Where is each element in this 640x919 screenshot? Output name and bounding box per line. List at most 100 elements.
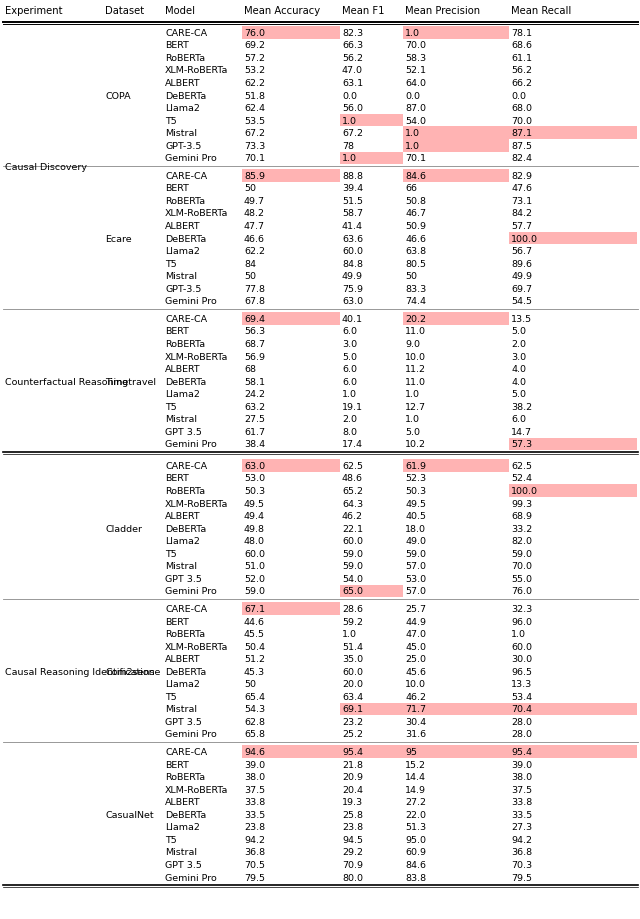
Text: 65.0: 65.0 [342, 587, 363, 596]
Text: 85.9: 85.9 [244, 172, 265, 181]
Text: 5.0: 5.0 [342, 352, 357, 361]
Text: 39.0: 39.0 [244, 760, 265, 768]
Text: BERT: BERT [165, 327, 189, 336]
Text: 17.4: 17.4 [342, 440, 363, 448]
Text: 80.5: 80.5 [405, 259, 426, 268]
Text: GPT 3.5: GPT 3.5 [165, 427, 202, 437]
Text: XLM-RoBERTa: XLM-RoBERTa [165, 785, 228, 794]
Text: 68: 68 [244, 365, 256, 374]
Text: 63.1: 63.1 [342, 79, 363, 88]
Text: 74.4: 74.4 [405, 297, 426, 306]
Text: GPT-3.5: GPT-3.5 [165, 285, 202, 293]
Text: Cladder: Cladder [105, 524, 142, 533]
Text: Mistral: Mistral [165, 414, 197, 424]
Text: 57.0: 57.0 [405, 587, 426, 596]
Text: 62.4: 62.4 [244, 104, 265, 113]
Text: 99.3: 99.3 [511, 499, 532, 508]
Text: 87.5: 87.5 [511, 142, 532, 151]
Text: ALBERT: ALBERT [165, 512, 200, 520]
Text: Dataset: Dataset [105, 6, 144, 16]
Text: 38.2: 38.2 [511, 403, 532, 412]
Text: RoBERTa: RoBERTa [165, 340, 205, 348]
Text: 20.9: 20.9 [342, 772, 363, 781]
Text: 38.0: 38.0 [511, 772, 532, 781]
Text: 95.4: 95.4 [342, 747, 363, 756]
Text: 84.2: 84.2 [511, 210, 532, 218]
Text: 4.0: 4.0 [511, 377, 526, 386]
Text: 57.2: 57.2 [244, 54, 265, 62]
Text: 66.3: 66.3 [342, 41, 363, 51]
Bar [403, 460, 509, 472]
Text: 48.0: 48.0 [244, 537, 265, 546]
Text: 70.0: 70.0 [511, 562, 532, 571]
Bar [403, 127, 509, 140]
Text: 12.7: 12.7 [405, 403, 426, 412]
Text: 1.0: 1.0 [405, 142, 420, 151]
Text: Com2sense: Com2sense [105, 667, 161, 676]
Text: 59.0: 59.0 [342, 550, 363, 558]
Text: 82.0: 82.0 [511, 537, 532, 546]
Text: 70.9: 70.9 [342, 860, 363, 869]
Text: 61.1: 61.1 [511, 54, 532, 62]
Text: 89.6: 89.6 [511, 259, 532, 268]
Text: 63.8: 63.8 [405, 247, 426, 255]
Text: 53.0: 53.0 [405, 574, 426, 584]
Text: 60.0: 60.0 [511, 642, 532, 651]
Text: 33.8: 33.8 [511, 798, 532, 806]
Text: 46.6: 46.6 [405, 234, 426, 244]
Text: 69.4: 69.4 [244, 314, 265, 323]
Text: Mistral: Mistral [165, 272, 197, 281]
Text: 76.0: 76.0 [244, 28, 265, 38]
Text: XLM-RoBERTa: XLM-RoBERTa [165, 352, 228, 361]
Text: RoBERTa: RoBERTa [165, 54, 205, 62]
Text: 27.5: 27.5 [244, 414, 265, 424]
Text: 70.1: 70.1 [405, 154, 426, 163]
Text: 1.0: 1.0 [405, 390, 420, 399]
Text: 45.6: 45.6 [405, 667, 426, 676]
Text: 29.2: 29.2 [342, 847, 363, 857]
Text: 94.2: 94.2 [511, 835, 532, 844]
Text: 68.0: 68.0 [511, 104, 532, 113]
Text: 56.0: 56.0 [342, 104, 363, 113]
Text: 79.5: 79.5 [511, 872, 532, 881]
Text: ALBERT: ALBERT [165, 798, 200, 806]
Text: 50.3: 50.3 [244, 486, 265, 495]
Text: 1.0: 1.0 [405, 129, 420, 138]
Text: Counterfactual Reasoning: Counterfactual Reasoning [5, 377, 128, 386]
Text: 62.2: 62.2 [244, 247, 265, 255]
Text: RoBERTa: RoBERTa [165, 197, 205, 206]
Text: GPT 3.5: GPT 3.5 [165, 574, 202, 584]
Text: CARE-CA: CARE-CA [165, 747, 207, 756]
Text: 84.6: 84.6 [405, 860, 426, 869]
Bar [403, 27, 509, 40]
Text: 48.6: 48.6 [342, 474, 363, 483]
Text: 52.3: 52.3 [405, 474, 426, 483]
Text: 64.3: 64.3 [342, 499, 363, 508]
Text: 50: 50 [244, 184, 256, 193]
Text: 56.3: 56.3 [244, 327, 265, 336]
Text: COPA: COPA [105, 91, 131, 100]
Text: 58.1: 58.1 [244, 377, 265, 386]
Text: 11.2: 11.2 [405, 365, 426, 374]
Text: 87.1: 87.1 [511, 129, 532, 138]
Text: 67.2: 67.2 [342, 129, 363, 138]
Text: 73.1: 73.1 [511, 197, 532, 206]
Text: 1.0: 1.0 [405, 28, 420, 38]
Text: 59.0: 59.0 [244, 587, 265, 596]
Text: 62.8: 62.8 [244, 717, 265, 726]
Text: Llama2: Llama2 [165, 537, 200, 546]
Text: 66: 66 [405, 184, 417, 193]
Text: 75.9: 75.9 [342, 285, 363, 293]
Text: Mistral: Mistral [165, 562, 197, 571]
Text: 1.0: 1.0 [342, 154, 357, 163]
Text: GPT 3.5: GPT 3.5 [165, 717, 202, 726]
Text: 51.0: 51.0 [244, 562, 265, 571]
Text: 60.0: 60.0 [244, 550, 265, 558]
Text: CARE-CA: CARE-CA [165, 461, 207, 471]
Text: 1.0: 1.0 [342, 117, 357, 126]
Text: 0.0: 0.0 [342, 91, 357, 100]
Text: 51.5: 51.5 [342, 197, 363, 206]
Text: 49.7: 49.7 [244, 197, 265, 206]
Text: 47.7: 47.7 [244, 221, 265, 231]
Text: 45.3: 45.3 [244, 667, 265, 676]
